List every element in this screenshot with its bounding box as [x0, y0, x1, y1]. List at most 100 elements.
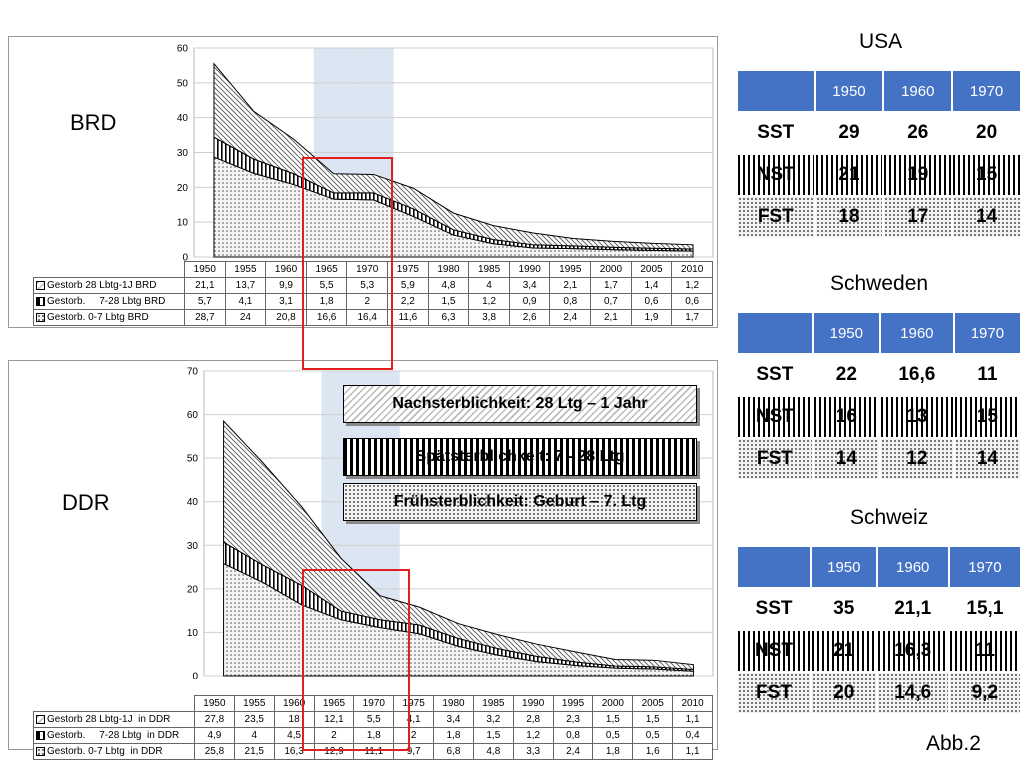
legend-swatch — [36, 312, 45, 322]
data-value: 1,2 — [512, 727, 554, 744]
year-header: 1960 — [877, 547, 948, 587]
data-value: 5,9 — [387, 277, 429, 294]
year-header: 1970 — [949, 547, 1020, 587]
row-label: SST — [738, 355, 812, 395]
data-value: 0,7 — [590, 293, 632, 310]
table-corner — [34, 262, 185, 278]
data-value: 3,4 — [508, 277, 551, 294]
data-value: 2,8 — [512, 711, 554, 728]
highlight-box-brd — [302, 157, 393, 370]
schweden-title: Schweden — [830, 272, 929, 295]
header-corner — [738, 547, 810, 587]
rate-value: 15 — [954, 397, 1020, 437]
legend-swatch — [36, 714, 45, 724]
y-tick-label: 50 — [187, 454, 199, 465]
ddr-label: DDR — [62, 490, 110, 515]
data-value: 4 — [468, 277, 510, 294]
y-tick-label: 0 — [182, 253, 188, 263]
usa-title: USA — [859, 30, 903, 53]
schweiz-table: 1950 1960 1970 SST 35 21,1 15,1 NST 21 16,3 11 FST 2… — [736, 545, 1022, 715]
year-header: 1950 — [813, 313, 879, 353]
rate-value: 11 — [954, 355, 1020, 395]
series-name: Gestorb 28 Lbtg-1J in DDR — [47, 714, 171, 725]
x-tick-label: 2000 — [592, 695, 634, 712]
series-label: Gestorb. 7-28 Lbtg in DDR — [33, 727, 195, 744]
rate-value: 18 — [815, 197, 883, 237]
rate-value: 19 — [884, 155, 952, 195]
row-label: FST — [738, 197, 814, 237]
x-tick-label: 2000 — [590, 261, 632, 278]
data-value: 1,2 — [671, 277, 713, 294]
rate-value: 20 — [953, 113, 1020, 153]
rate-value: 11 — [949, 631, 1020, 671]
table-row: FST 14 12 14 — [738, 439, 1020, 479]
x-tick-label: 2010 — [671, 261, 713, 278]
legend-fruehsterblichkeit: Frühsterblichkeit: Geburt – 7. Ltg — [343, 483, 697, 521]
data-value: 25,8 — [194, 743, 235, 760]
legend-nachsterblichkeit: Nachsterblichkeit: 28 Ltg – 1 Jahr — [343, 385, 697, 423]
rate-value: 20 — [811, 673, 876, 713]
table-row: Gestorb. 7-28 Lbtg BRD 5,7 4,1 3,1 1,8 2 2,2 1,… — [33, 293, 713, 310]
x-tick-label: 1985 — [472, 695, 514, 712]
year-header: 1970 — [953, 71, 1020, 111]
year-header: 1960 — [880, 313, 953, 353]
data-value: 0,6 — [630, 293, 673, 310]
rate-value: 14 — [953, 197, 1020, 237]
rate-value: 14,6 — [877, 673, 948, 713]
table-corner — [34, 696, 195, 712]
data-value: 1,2 — [468, 293, 510, 310]
table-row: NST 21 16,3 11 — [738, 631, 1020, 671]
data-value: 27,8 — [194, 711, 235, 728]
series-name: Gestorb. 0-7 Lbtg in DDR — [47, 746, 163, 757]
y-tick-label: 40 — [177, 113, 189, 124]
y-tick-label: 40 — [187, 497, 199, 508]
y-tick-label: 60 — [187, 410, 199, 421]
row-label: NST — [738, 631, 810, 671]
rate-value: 15,1 — [949, 589, 1020, 629]
legend-swatch — [36, 746, 45, 756]
y-tick-label: 20 — [177, 183, 189, 194]
data-value: 1,7 — [671, 309, 713, 326]
rate-value: 16 — [813, 397, 879, 437]
data-value: 3,3 — [512, 743, 554, 760]
series-name: Gestorb. 7-28 Lbtg in DDR — [47, 730, 180, 741]
data-value: 2,1 — [549, 277, 592, 294]
data-value: 4,8 — [427, 277, 470, 294]
y-tick-label: 0 — [192, 672, 198, 680]
data-value: 2,2 — [387, 293, 429, 310]
area-series-28-lbtg-1j — [213, 62, 694, 250]
data-value: 3,8 — [468, 309, 510, 326]
table-row: Gestorb. 0-7 Lbtg BRD 28,7 24 20,8 16,6 16,4 1… — [33, 309, 713, 326]
data-value: 28,7 — [184, 309, 226, 326]
series-label: Gestorb. 0-7 Lbtg in DDR — [33, 743, 195, 760]
legend-swatch — [36, 730, 45, 740]
y-tick-label: 30 — [177, 148, 189, 159]
data-value: 0,6 — [671, 293, 713, 310]
x-tick-label: 1975 — [387, 261, 429, 278]
rate-value: 14 — [954, 439, 1020, 479]
y-tick-label: 30 — [187, 541, 199, 552]
data-value: 2,3 — [552, 711, 594, 728]
year-header: 1960 — [884, 71, 952, 111]
legend-spaetsterblichkeit: Spätsterblichkeit: 7 - 28 Ltg — [343, 438, 697, 476]
data-value: 1,1 — [672, 743, 713, 760]
x-tick-label: 1985 — [468, 261, 510, 278]
table-row: NST 16 13 15 — [738, 397, 1020, 437]
series-label: Gestorb. 0-7 Lbtg BRD — [33, 309, 185, 326]
data-value: 0,5 — [592, 727, 634, 744]
brd-chart-panel: 0 10 20 30 40 50 60 1950 1955 1960 1965 1970 1975 19… — [8, 36, 718, 328]
row-label: NST — [738, 397, 812, 437]
data-value: 1,4 — [630, 277, 673, 294]
data-value: 0,8 — [549, 293, 592, 310]
y-tick-label: 20 — [187, 584, 199, 595]
data-value: 21,5 — [233, 743, 275, 760]
rate-value: 21 — [815, 155, 883, 195]
data-value: 16,3 — [273, 743, 315, 760]
y-tick-label: 70 — [187, 367, 199, 378]
usa-table: 1950 1960 1970 SST 29 26 20 NST 21 19 15 FST 18 17 14 — [736, 69, 1022, 239]
series-name: Gestorb. 7-28 Lbtg BRD — [47, 296, 166, 307]
data-value: 24 — [224, 309, 267, 326]
x-tick-label: 1960 — [265, 261, 307, 278]
data-value: 23,5 — [233, 711, 275, 728]
data-value: 1,8 — [433, 727, 474, 744]
